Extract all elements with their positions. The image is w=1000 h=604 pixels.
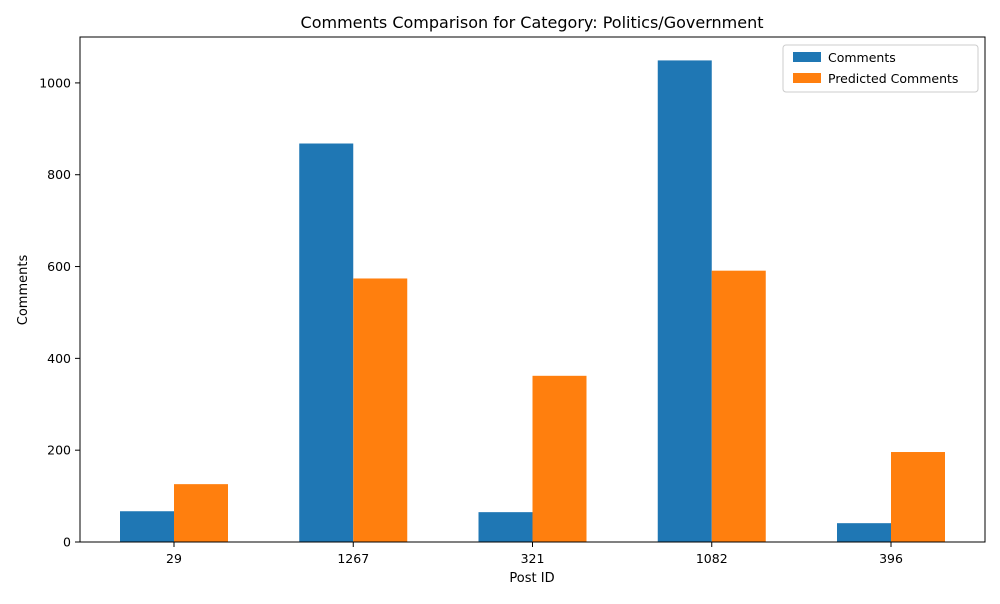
legend-swatch-comments [793, 52, 821, 62]
y-tick-label: 200 [47, 443, 71, 458]
y-axis-label: Comments [16, 255, 31, 326]
x-axis-label: Post ID [509, 571, 554, 586]
legend-box [782, 44, 979, 93]
plot-frame [79, 36, 986, 543]
y-tick-label: 1000 [39, 75, 71, 90]
chart-title: Comments Comparison for Category: Politi… [301, 13, 764, 32]
x-tick-label: 1267 [337, 551, 369, 566]
bar-predicted-comments-321 [532, 375, 587, 542]
bar-comments-321 [478, 512, 533, 542]
bar-comments-1082 [657, 60, 712, 542]
x-tick-label: 396 [879, 551, 903, 566]
x-tick-label: 321 [521, 551, 545, 566]
y-tick-label: 800 [47, 167, 71, 182]
bar-predicted-comments-396 [891, 452, 945, 542]
bar-predicted-comments-29 [174, 484, 228, 542]
legend: Comments Predicted Comments [782, 44, 979, 93]
y-axis-ticks: 0 200 400 600 800 1000 [39, 75, 80, 550]
x-tick-label: 29 [166, 551, 182, 566]
bars-group [120, 60, 945, 542]
x-tick-label: 1082 [696, 551, 728, 566]
y-tick-label: 400 [47, 351, 71, 366]
legend-label-predicted-comments: Predicted Comments [828, 71, 958, 86]
y-tick-label: 0 [63, 535, 71, 550]
x-axis-ticks: 29 1267 321 1082 396 [166, 542, 903, 566]
y-tick-label: 600 [47, 259, 71, 274]
bar-comments-29 [120, 511, 174, 542]
bar-predicted-comments-1267 [353, 278, 408, 542]
bar-comments-396 [837, 523, 891, 542]
legend-label-comments: Comments [828, 50, 896, 65]
legend-swatch-predicted-comments [793, 73, 821, 83]
bar-comments-1267 [299, 143, 354, 542]
bar-predicted-comments-1082 [711, 270, 766, 542]
